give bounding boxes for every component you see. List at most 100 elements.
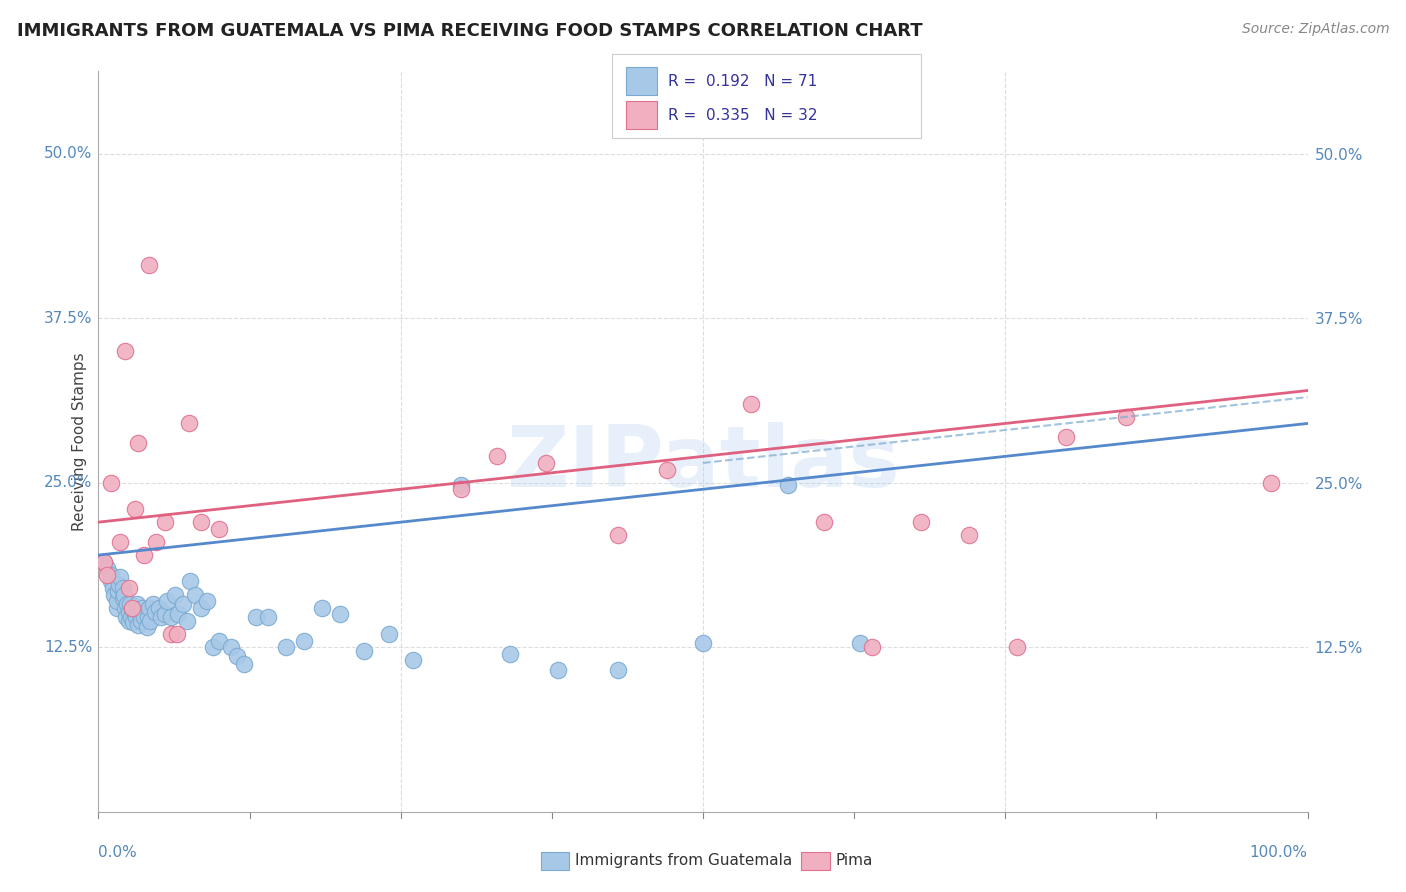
Point: [138, 259, 160, 273]
Point: [107, 583, 129, 598]
Point: [103, 588, 125, 602]
Point: [849, 636, 872, 650]
Point: [202, 640, 225, 655]
Point: [292, 633, 315, 648]
Point: [353, 644, 375, 658]
Point: [1260, 475, 1282, 490]
Point: [813, 515, 835, 529]
Point: [195, 594, 218, 608]
Point: [131, 600, 153, 615]
Point: [153, 607, 176, 622]
Point: [160, 627, 183, 641]
Point: [96, 567, 118, 582]
Point: [957, 528, 980, 542]
Point: [190, 515, 212, 529]
Point: [105, 594, 128, 608]
Point: [114, 600, 136, 615]
Point: [118, 605, 141, 619]
Point: [112, 588, 135, 602]
Point: [105, 600, 128, 615]
Point: [108, 570, 131, 584]
Point: [190, 600, 212, 615]
Point: [124, 607, 146, 622]
Point: [108, 535, 131, 549]
Point: [607, 528, 630, 542]
Point: [136, 610, 159, 624]
Y-axis label: Receiving Food Stamps: Receiving Food Stamps: [72, 352, 87, 531]
Text: 37.5%: 37.5%: [44, 310, 93, 326]
Point: [329, 607, 352, 622]
Point: [1054, 429, 1077, 443]
Point: [1115, 409, 1137, 424]
Point: [208, 522, 231, 536]
Point: [118, 581, 141, 595]
Point: [256, 610, 278, 624]
Point: [127, 597, 149, 611]
Point: [150, 610, 173, 624]
Point: [101, 581, 124, 595]
Point: [153, 515, 176, 529]
Point: [1007, 640, 1029, 655]
Text: Pima: Pima: [835, 854, 873, 868]
Point: [311, 600, 333, 615]
Point: [93, 555, 115, 569]
Text: IMMIGRANTS FROM GUATEMALA VS PIMA RECEIVING FOOD STAMPS CORRELATION CHART: IMMIGRANTS FROM GUATEMALA VS PIMA RECEIV…: [17, 22, 922, 40]
Point: [274, 640, 297, 655]
Point: [226, 649, 249, 664]
Text: Immigrants from Guatemala: Immigrants from Guatemala: [575, 854, 793, 868]
Point: [134, 548, 156, 562]
Point: [135, 620, 157, 634]
Point: [108, 578, 131, 592]
Point: [776, 478, 799, 492]
Point: [138, 600, 160, 615]
Point: [128, 607, 150, 622]
Point: [176, 614, 198, 628]
Point: [129, 614, 152, 628]
Point: [148, 600, 170, 615]
Point: [142, 597, 165, 611]
Point: [156, 594, 179, 608]
Point: [534, 456, 557, 470]
Point: [208, 633, 231, 648]
Point: [172, 597, 194, 611]
Point: [114, 344, 136, 359]
Point: [166, 627, 188, 641]
Point: [179, 417, 201, 431]
Point: [245, 610, 267, 624]
Point: [127, 436, 149, 450]
Point: [115, 610, 138, 624]
Point: [122, 615, 145, 630]
Point: [96, 561, 118, 575]
Point: [160, 610, 183, 624]
Point: [163, 588, 186, 602]
Point: [498, 647, 520, 661]
Point: [139, 614, 162, 628]
Point: [134, 610, 156, 624]
Text: ZIPatlas: ZIPatlas: [506, 422, 900, 505]
Point: [100, 475, 122, 490]
Text: R =  0.335   N = 32: R = 0.335 N = 32: [668, 108, 817, 122]
Point: [145, 535, 167, 549]
Text: 100.0%: 100.0%: [1250, 845, 1308, 860]
Point: [117, 597, 139, 611]
Point: [740, 397, 762, 411]
Text: 0.0%: 0.0%: [98, 845, 138, 860]
Point: [184, 588, 207, 602]
Point: [377, 627, 399, 641]
Point: [124, 502, 146, 516]
Point: [125, 610, 148, 624]
Point: [100, 567, 122, 582]
Point: [486, 450, 509, 464]
Point: [547, 663, 569, 677]
Point: [121, 602, 143, 616]
Point: [179, 574, 201, 589]
Point: [100, 574, 122, 589]
Point: [143, 605, 166, 619]
Point: [860, 640, 883, 655]
Point: [607, 663, 630, 677]
Point: [111, 581, 134, 595]
Text: Source: ZipAtlas.com: Source: ZipAtlas.com: [1241, 22, 1389, 37]
Point: [692, 636, 714, 650]
Point: [450, 482, 472, 496]
Text: 25.0%: 25.0%: [44, 475, 93, 491]
